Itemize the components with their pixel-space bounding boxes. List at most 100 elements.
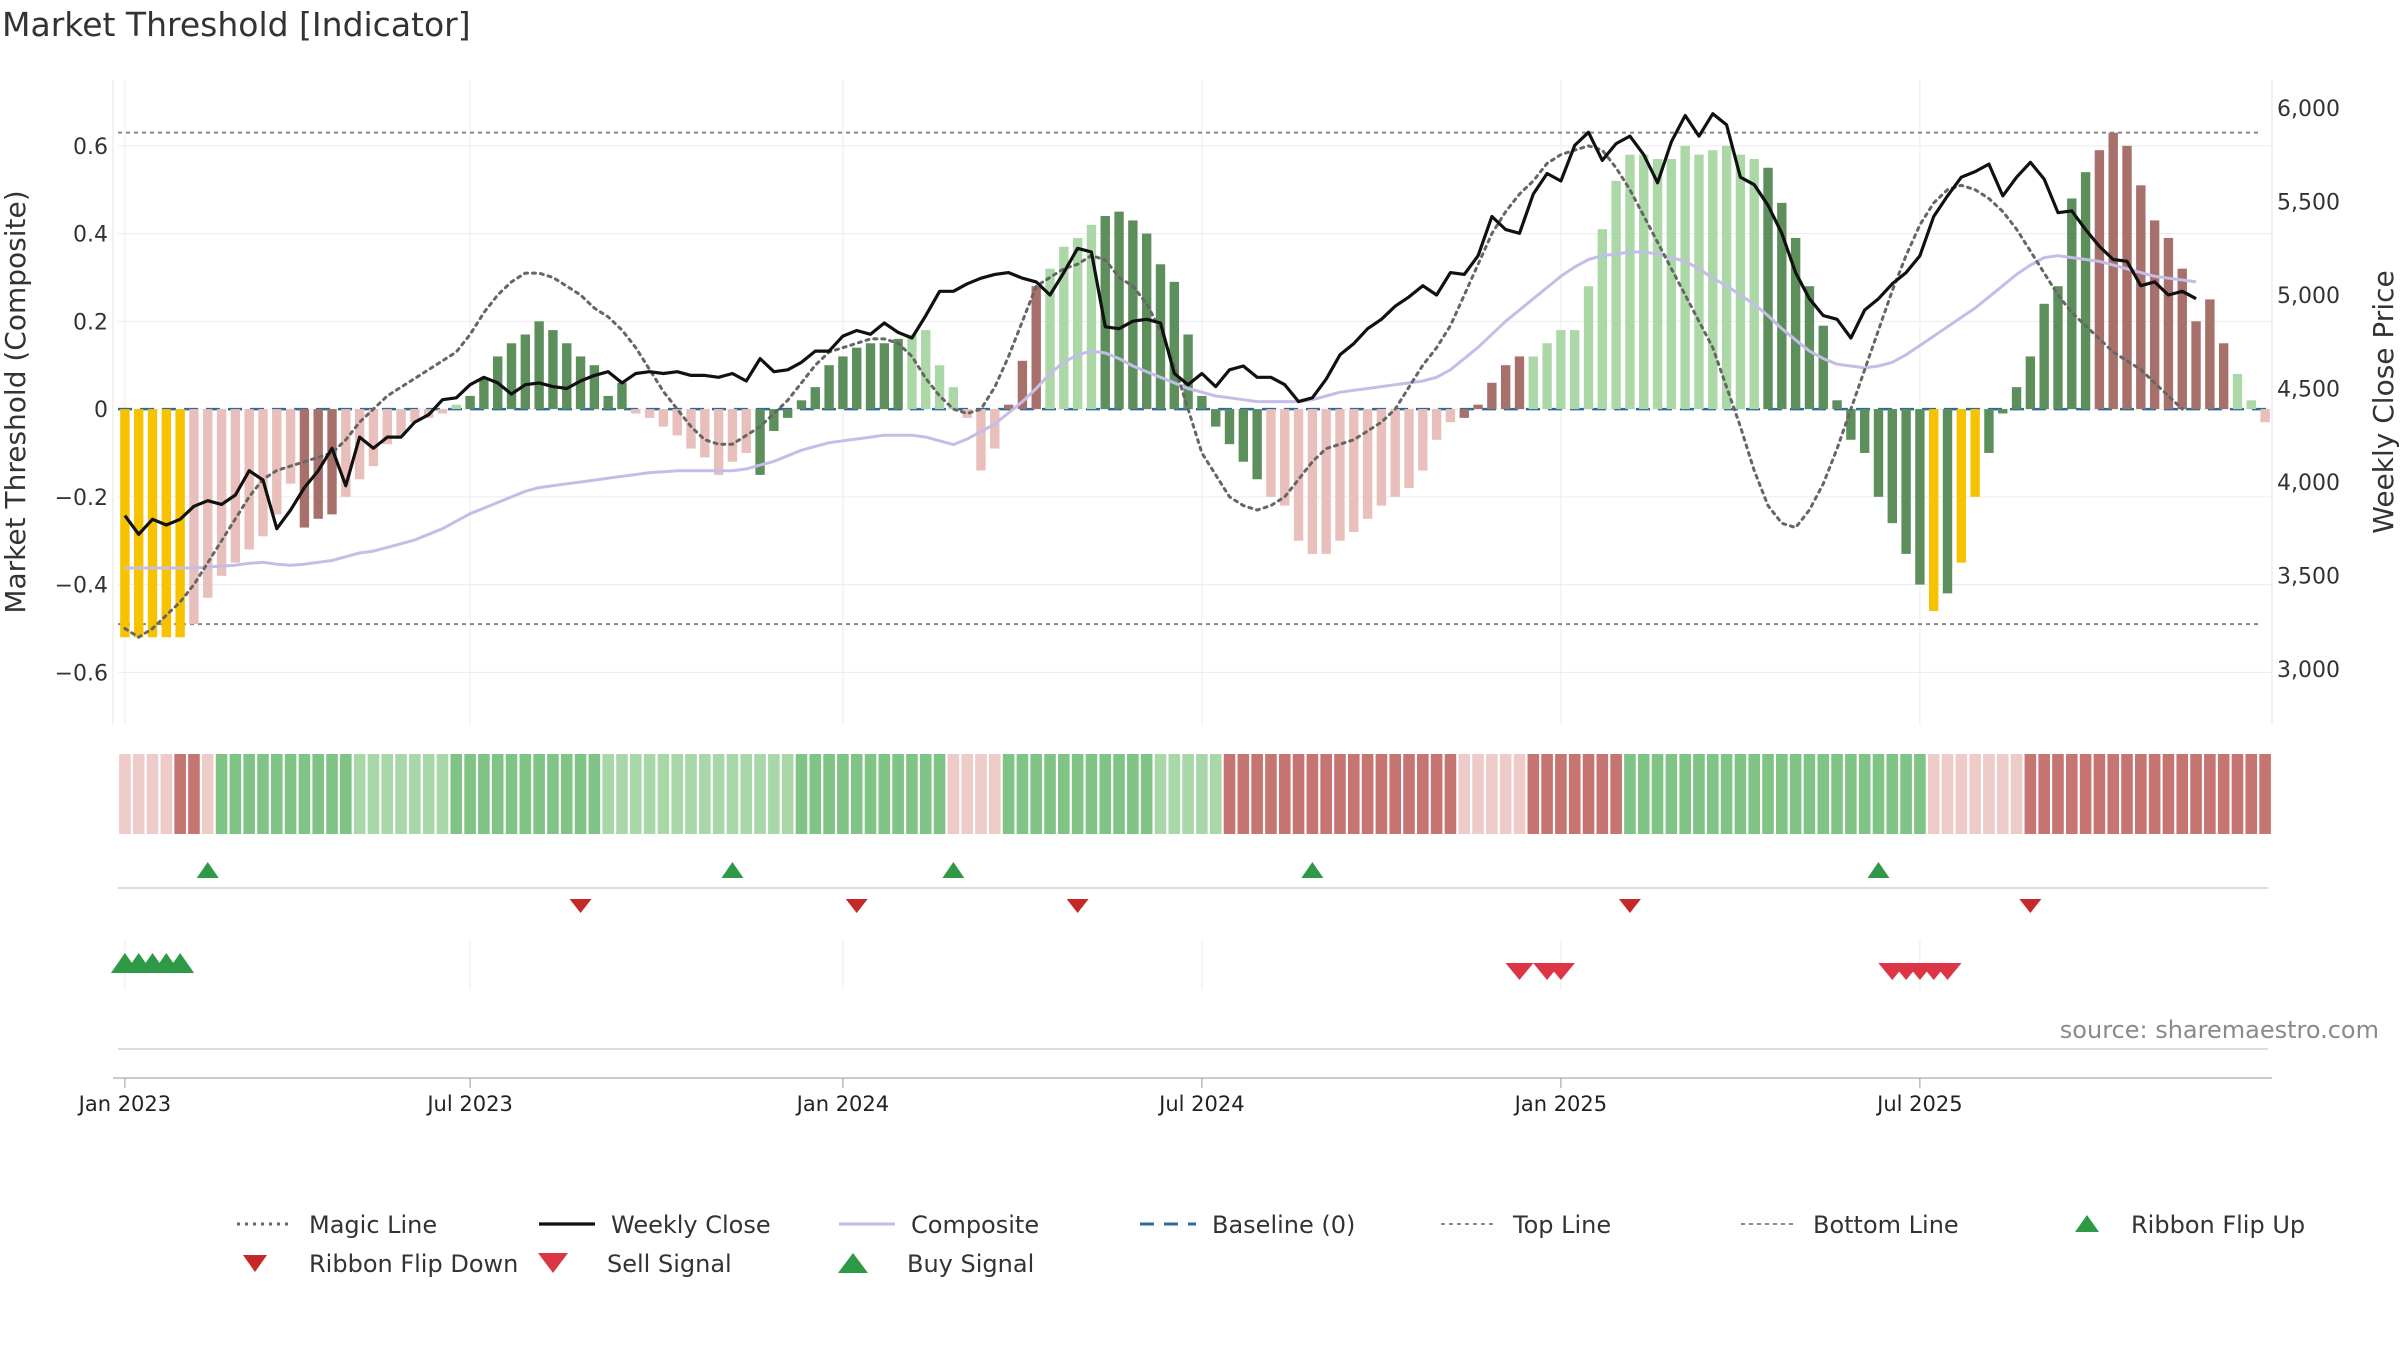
composite-bar bbox=[1984, 409, 1994, 453]
composite-bar bbox=[1528, 356, 1538, 410]
ribbon-cell bbox=[1417, 754, 1429, 834]
ribbon-cell bbox=[174, 754, 186, 834]
composite-bar bbox=[1583, 286, 1594, 410]
ribbon-cell bbox=[257, 754, 269, 834]
ribbon-cell bbox=[2010, 754, 2023, 834]
ribbon-cell bbox=[1196, 754, 1208, 834]
ribbon-cell bbox=[988, 754, 1001, 834]
ribbon-cell bbox=[1002, 754, 1015, 834]
ribbon-cell bbox=[685, 754, 697, 834]
composite-bar bbox=[410, 409, 420, 423]
ribbon-cell bbox=[2231, 754, 2244, 834]
composite-bar bbox=[1266, 409, 1276, 497]
composite-bar bbox=[1749, 158, 1759, 410]
ribbon-cell bbox=[312, 754, 325, 834]
ribbon-flip-down-marker bbox=[569, 899, 592, 913]
composite-bar bbox=[2122, 145, 2132, 410]
ribbon-cell bbox=[1140, 754, 1153, 834]
composite-bar bbox=[1169, 281, 1179, 410]
ribbon-cell bbox=[505, 754, 518, 834]
sell-signal-marker bbox=[1505, 963, 1534, 980]
composite-bar bbox=[1114, 211, 1124, 410]
composite-bar bbox=[2260, 409, 2270, 423]
ribbon-cell bbox=[1596, 754, 1609, 834]
legend-item: Magic Line bbox=[237, 1211, 437, 1239]
ribbon-cell bbox=[657, 754, 670, 834]
ribbon-cell bbox=[933, 754, 946, 834]
ribbon-cell bbox=[629, 754, 642, 834]
ribbon-cell bbox=[975, 754, 987, 834]
composite-bar bbox=[990, 409, 1000, 449]
ribbon-cell bbox=[588, 754, 601, 834]
composite-bar bbox=[1280, 409, 1290, 506]
ribbon-cell bbox=[837, 754, 849, 834]
composite-bar bbox=[2149, 220, 2160, 410]
ribbon-cell bbox=[1624, 754, 1636, 834]
composite-bar bbox=[1721, 145, 1732, 410]
date-axis: Jan 2023 Jul 2023 Jan 2024 Jul 2024 Jan 2025… bbox=[77, 1077, 2272, 1116]
left-axis-ticks: 0.6 0.4 0.2 0 −0.2 −0.4 −0.6 bbox=[55, 135, 108, 687]
ribbon-flip-down-marker bbox=[1066, 899, 1089, 913]
composite-bar bbox=[589, 365, 600, 410]
legend-swatch-flip-down bbox=[243, 1255, 267, 1272]
composite-bar bbox=[2108, 132, 2118, 410]
legend-label: Baseline (0) bbox=[1212, 1211, 1355, 1239]
ribbon-cell bbox=[1265, 754, 1277, 834]
ribbon-cell bbox=[326, 754, 338, 834]
chart-title: Market Threshold [Indicator] bbox=[2, 5, 471, 44]
composite-bar bbox=[1680, 145, 1690, 410]
composite-bar bbox=[285, 409, 296, 484]
composite-bar bbox=[1970, 409, 1980, 497]
left-tick-label: 0.4 bbox=[73, 223, 108, 248]
composite-bar bbox=[1321, 409, 1331, 554]
ribbon-cell bbox=[1983, 754, 1995, 834]
composite-bar bbox=[1003, 404, 1014, 410]
ribbon-cell bbox=[1430, 754, 1443, 834]
composite-bar bbox=[1666, 158, 1677, 410]
composite-bar bbox=[1639, 154, 1649, 410]
ribbon-cell bbox=[643, 754, 656, 834]
composite-bar bbox=[1790, 237, 1801, 410]
composite-bar bbox=[1611, 180, 1621, 410]
composite-bar bbox=[1155, 264, 1166, 410]
composite-bar bbox=[976, 409, 986, 471]
ribbon-cell bbox=[450, 754, 463, 834]
ribbon-cell bbox=[906, 754, 918, 834]
date-tick-label: Jul 2025 bbox=[1875, 1092, 1962, 1116]
left-tick-label: 0.6 bbox=[73, 135, 108, 160]
ribbon-cell bbox=[2176, 754, 2189, 834]
composite-bar bbox=[1597, 229, 1608, 410]
composite-bar bbox=[1100, 216, 1110, 410]
ribbon-cell bbox=[768, 754, 780, 834]
composite-bar bbox=[134, 409, 144, 638]
composite-bar bbox=[1445, 409, 1456, 423]
ribbon-cell bbox=[2204, 754, 2216, 834]
left-tick-label: −0.6 bbox=[55, 661, 108, 686]
composite-bar bbox=[341, 409, 351, 497]
ribbon-cell bbox=[1693, 754, 1705, 834]
composite-bar bbox=[2025, 356, 2036, 410]
composite-bar bbox=[258, 409, 268, 537]
composite-bar bbox=[1211, 409, 1221, 427]
ribbon-cell bbox=[146, 754, 159, 834]
composite-bar bbox=[1390, 409, 1400, 497]
ribbon-cell bbox=[878, 754, 891, 834]
composite-bar bbox=[534, 321, 544, 410]
ribbon-cell bbox=[1071, 754, 1084, 834]
ribbon-cell bbox=[270, 754, 283, 834]
ribbon-cell bbox=[436, 754, 449, 834]
composite-bar bbox=[810, 387, 820, 410]
ribbon-cell bbox=[1113, 754, 1125, 834]
ribbon-cell bbox=[2190, 754, 2202, 834]
composite-bar bbox=[1293, 409, 1304, 541]
ribbon-cell bbox=[1996, 754, 2009, 834]
composite-bar bbox=[189, 409, 199, 625]
legend-item: Weekly Close bbox=[539, 1211, 771, 1239]
ribbon-cell bbox=[1486, 754, 1498, 834]
composite-bar bbox=[1873, 409, 1884, 497]
composite-bar bbox=[1128, 220, 1138, 410]
sell-signal-marker bbox=[1546, 963, 1575, 980]
ribbon-cell bbox=[1347, 754, 1360, 834]
ribbon-cell bbox=[132, 754, 145, 834]
composite-bar bbox=[1349, 409, 1359, 532]
